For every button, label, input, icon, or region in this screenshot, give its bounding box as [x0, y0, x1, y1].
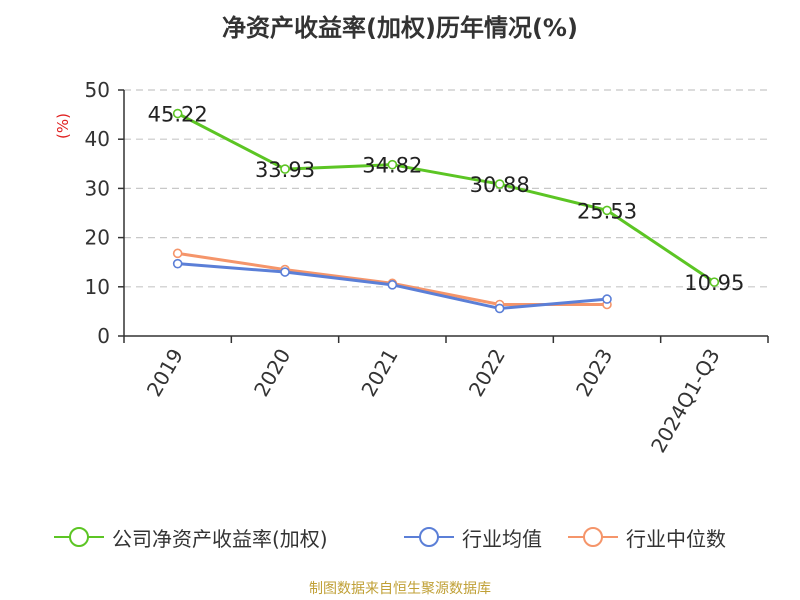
data-point: [494, 303, 505, 314]
x-tick-label: 2022: [464, 345, 510, 401]
x-tick-label: 2021: [356, 345, 402, 401]
series-line: [176, 112, 716, 284]
x-tick-label: 2023: [571, 345, 617, 401]
chart-title: 净资产收益率(加权)历年情况(%): [222, 14, 578, 42]
data-point: [602, 294, 612, 304]
legend-label: 行业中位数: [626, 526, 726, 551]
data-point: [709, 277, 720, 287]
data-point: [172, 108, 183, 119]
x-tick-label: 2024Q1-Q3: [646, 345, 725, 457]
data-point: [494, 179, 505, 189]
data-label: 33.93: [255, 158, 315, 182]
y-axis-label: (%): [54, 113, 72, 139]
y-tick-label: 0: [97, 324, 110, 348]
data-label: 10.95: [684, 271, 744, 295]
legend-item[interactable]: 行业均值: [404, 520, 542, 554]
legend-circle: [419, 527, 439, 547]
source-watermark: 制图数据来自恒生聚源数据库: [309, 581, 491, 597]
legend-circle: [69, 527, 89, 547]
y-tick-label: 40: [85, 127, 110, 151]
data-label: 25.53: [577, 199, 637, 223]
data-point: [387, 280, 398, 290]
x-tick-label: 2019: [142, 345, 188, 401]
data-point: [602, 205, 612, 216]
legend-circle: [583, 527, 603, 547]
legend-label: 公司净资产收益率(加权): [112, 526, 328, 551]
data-point: [172, 248, 183, 259]
y-tick-label: 20: [85, 226, 110, 250]
y-tick-label: 30: [85, 176, 110, 200]
y-tick-label: 10: [85, 275, 110, 299]
legend: 公司净资产收益率(加权) 行业均值 行业中位数: [0, 520, 800, 554]
legend-marker-icon: [54, 527, 104, 547]
data-label: 30.88: [470, 173, 530, 197]
x-tick-label: 2020: [249, 345, 295, 401]
data-point: [172, 258, 183, 269]
data-label: 45.22: [148, 103, 208, 127]
legend-item[interactable]: 公司净资产收益率(加权): [54, 520, 328, 554]
data-point: [387, 159, 398, 170]
data-point: [280, 164, 290, 174]
legend-item[interactable]: 行业中位数: [568, 520, 726, 554]
line-chart: 0 10 20 30 40 50 (%) 2019 2020 2021 2022 2023 2024Q1…: [54, 78, 769, 457]
data-point: [280, 267, 290, 277]
legend-label: 行业均值: [462, 526, 542, 551]
legend-marker-icon: [404, 527, 454, 547]
legend-marker-icon: [568, 527, 618, 547]
data-label: 34.82: [362, 154, 422, 178]
y-tick-label: 50: [85, 78, 110, 102]
